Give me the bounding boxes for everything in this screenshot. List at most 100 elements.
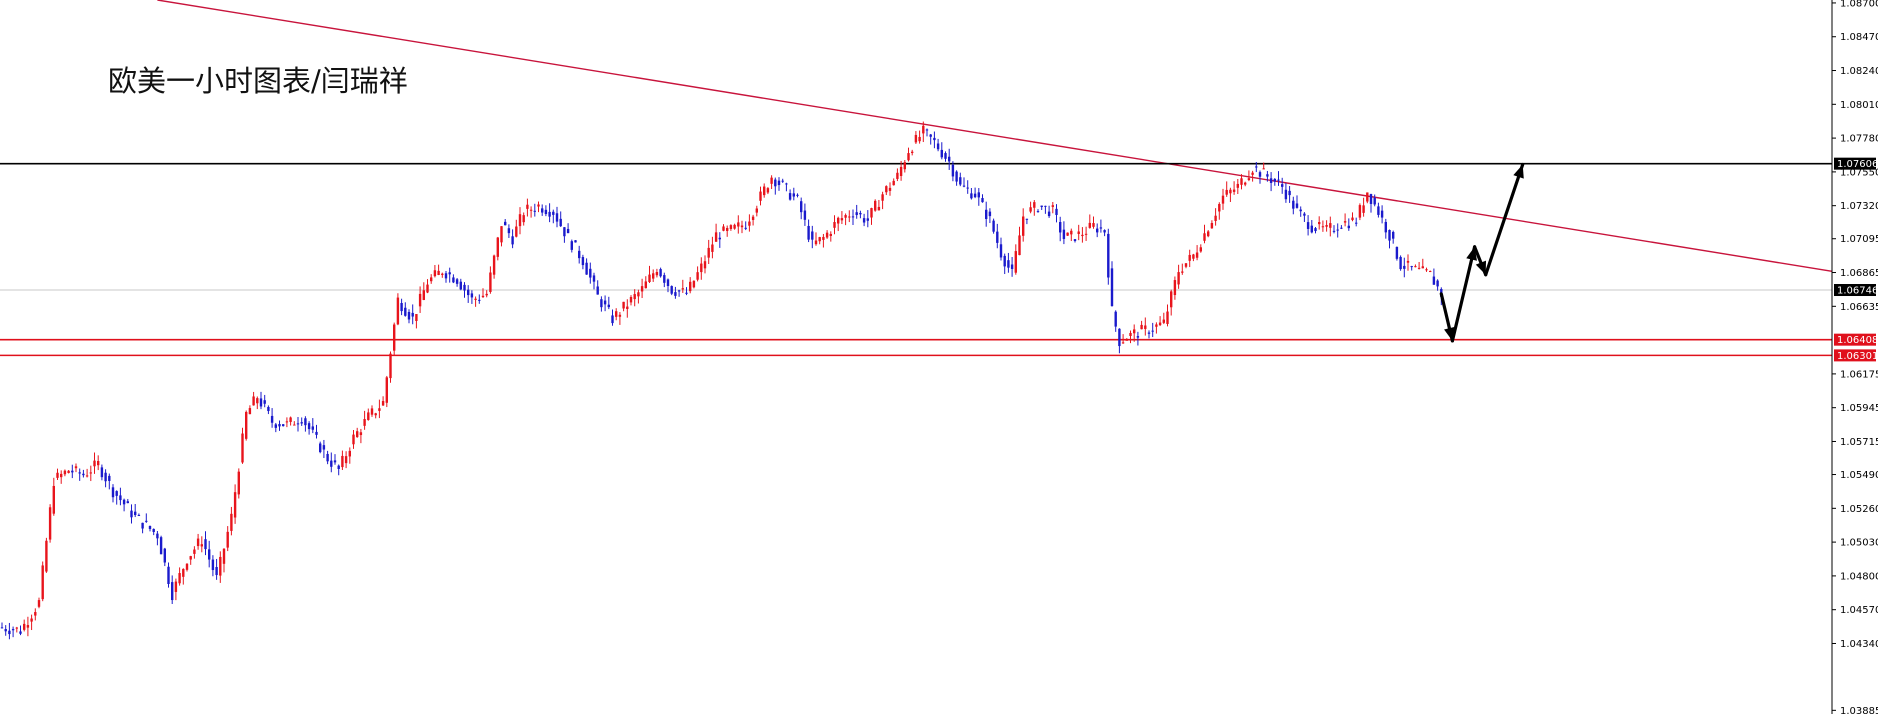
candle-body [696, 272, 699, 280]
candle-body [1014, 251, 1017, 273]
candle-body [282, 424, 285, 427]
candle-body [378, 408, 381, 411]
axis-tick-label: 1.08700 [1840, 0, 1878, 9]
candle-body [274, 424, 277, 428]
candle-body [344, 456, 348, 464]
candle-body [537, 204, 540, 207]
candle-body [1199, 247, 1202, 252]
candle-body [1232, 189, 1236, 192]
level-price-1-box [1834, 157, 1876, 170]
candle-body [67, 470, 70, 474]
candle-body [115, 491, 118, 496]
candle-body [41, 565, 44, 600]
candle-body [1181, 271, 1184, 273]
candle-body [1214, 215, 1217, 221]
candle-body [385, 377, 388, 403]
candle-body [629, 296, 633, 303]
axis-tick-label: 1.05030 [1840, 538, 1878, 549]
candle-body [167, 566, 170, 585]
chart-title: 欧美一小时图表/闫瑞祥 [108, 64, 408, 98]
candle-body [156, 533, 159, 539]
candle-body [389, 353, 392, 379]
candle-body [1329, 223, 1332, 228]
candle-body [222, 548, 226, 564]
candle-body [74, 466, 78, 469]
candle-body [689, 281, 692, 292]
candle-body [1388, 229, 1391, 241]
candle-body [1269, 178, 1273, 183]
candle-body [1303, 213, 1306, 216]
trendline-layer [157, 0, 1833, 273]
candle-body [333, 460, 337, 463]
candle-body [63, 470, 67, 475]
candle-body [770, 177, 773, 184]
candle-body [1240, 178, 1243, 185]
candle-body [82, 473, 85, 476]
candle-body [1314, 228, 1317, 232]
candle-body [981, 198, 984, 203]
candle-body [1170, 291, 1173, 308]
candle-body [215, 567, 218, 576]
candle-body [252, 396, 255, 406]
forecast-arrow-3-head [1475, 260, 1487, 275]
candle-body [470, 293, 474, 298]
axis-tick-label: 1.05715 [1840, 437, 1878, 448]
candle-body [1162, 319, 1165, 323]
candle-body [1107, 233, 1110, 278]
candle-body [674, 292, 677, 296]
candle-body [733, 224, 736, 229]
candle-body [585, 262, 588, 275]
candle-body [748, 221, 751, 226]
candle-body [85, 475, 89, 477]
candle-body [796, 194, 799, 196]
candle-body [655, 272, 659, 276]
candle-body [1184, 263, 1188, 267]
candle-body [840, 218, 844, 221]
level-price-3-label: 1.06301 [1837, 351, 1878, 362]
candle-body [977, 192, 980, 198]
candle-body [644, 281, 647, 289]
candle-body [1195, 252, 1199, 258]
candle-body [1210, 223, 1214, 229]
candle-body [999, 244, 1003, 258]
candle-body [411, 312, 414, 317]
candle-body [907, 153, 910, 161]
candle-body [555, 213, 559, 222]
candle-body [15, 627, 18, 629]
candle-body [892, 180, 895, 186]
candle-body [1366, 192, 1369, 202]
candle-body [544, 209, 548, 215]
current-price-box [1834, 284, 1876, 297]
axis-tick-label: 1.07550 [1840, 167, 1878, 178]
candle-body [71, 470, 74, 473]
candle-body [574, 240, 577, 243]
candle-body [1059, 222, 1062, 233]
candle-body [485, 293, 488, 296]
candle-body [211, 559, 215, 571]
candle-body [600, 299, 603, 308]
candle-body [522, 215, 525, 223]
candle-body [315, 431, 318, 435]
candle-body [914, 134, 918, 143]
candle-body [34, 612, 37, 616]
candle-body [703, 261, 707, 269]
candle-body [529, 209, 533, 211]
axis-tick-label: 1.04340 [1840, 639, 1878, 650]
candle-body [1125, 339, 1128, 341]
candle-body [296, 423, 300, 425]
candle-body [163, 548, 166, 563]
axis-tick-label: 1.08240 [1840, 66, 1878, 77]
candle-body [829, 233, 832, 236]
candle-body [1140, 324, 1143, 330]
candle-body [1147, 332, 1151, 334]
trendline [157, 0, 1833, 273]
candle-body [1070, 230, 1073, 235]
candle-body [148, 525, 152, 529]
candle-body [319, 443, 322, 453]
candle-body [1417, 267, 1421, 269]
axis-tick-label: 1.06635 [1840, 302, 1878, 313]
candle-body [1218, 204, 1221, 212]
candle-body [1207, 231, 1210, 237]
axis-tick-label: 1.06865 [1840, 268, 1878, 279]
candle-body [1003, 255, 1006, 267]
